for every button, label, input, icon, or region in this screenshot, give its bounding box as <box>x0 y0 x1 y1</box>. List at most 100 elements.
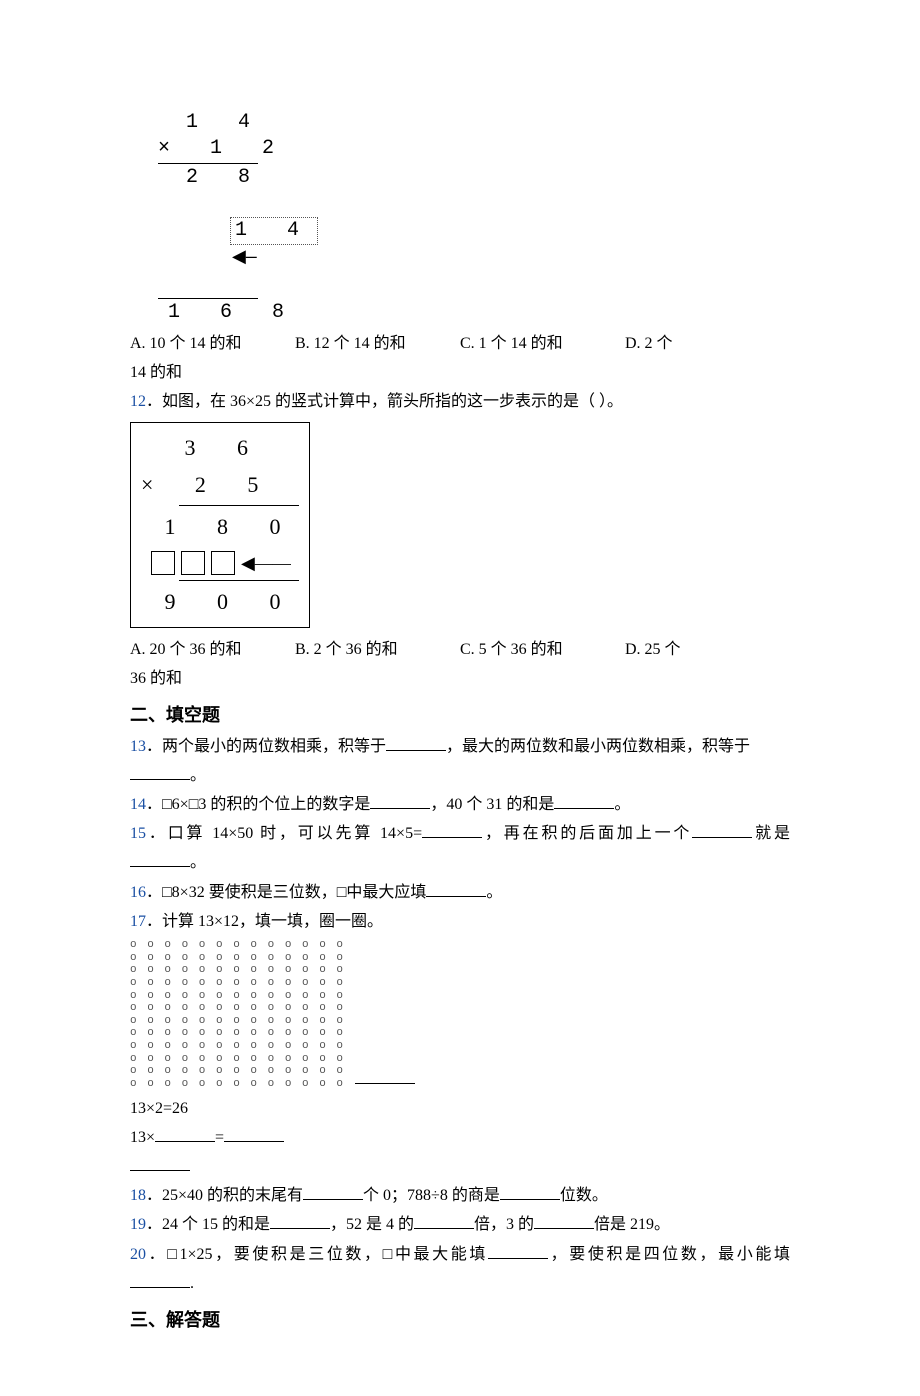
q12-box1 <box>151 551 175 575</box>
q13-num: 13 <box>130 738 146 755</box>
q19-a: ．24 个 15 的和是 <box>146 1216 270 1233</box>
q17-dots-wrap: o o o o o o o o o o o o o o o o o o o o … <box>130 937 790 1093</box>
q20-b: ，要使积是四位数，最小能填 <box>548 1246 790 1263</box>
q14-b: ，40 个 31 的和是 <box>430 796 554 813</box>
q19-blank1[interactable] <box>270 1212 330 1229</box>
q11-optD-tail: 14 的和 <box>130 359 790 386</box>
dot-row: o o o o o o o o o o o o o <box>130 1027 345 1040</box>
q14-blank2[interactable] <box>554 792 614 809</box>
q17-side-blank[interactable] <box>355 1067 415 1084</box>
q13-a: ．两个最小的两位数相乘，积等于 <box>146 738 386 755</box>
q15-b: ，再在积的后面加上一个 <box>482 825 692 842</box>
calc-row-sum: 1 6 8 <box>158 300 318 326</box>
q20-num: 20 <box>130 1246 146 1263</box>
q13-b: ，最大的两位数和最小两位数相乘，积等于 <box>446 738 750 755</box>
page-container: 1 4 × 1 2 2 8 1 4 ◀— 1 6 8 A. 10 个 14 的和… <box>0 0 920 1396</box>
q16-blank1[interactable] <box>426 880 486 897</box>
q15-blank1[interactable] <box>422 821 482 838</box>
q18-blank1[interactable] <box>303 1183 363 1200</box>
q17-blank-line <box>130 1153 790 1180</box>
calc-hr1 <box>158 163 258 164</box>
q15-tail: 。 <box>130 849 790 876</box>
q17-eq1: 13×2=26 <box>130 1095 790 1122</box>
q15-blank2[interactable] <box>692 821 752 838</box>
q20: 20．□1×25，要使积是三位数，□中最大能填 ，要使积是四位数，最小能填 <box>130 1241 790 1268</box>
q15-blank3[interactable] <box>130 850 190 867</box>
q18-a: ．25×40 的积的末尾有 <box>146 1187 303 1204</box>
q16: 16．□8×32 要使积是三位数，□中最大应填 。 <box>130 879 790 906</box>
q15-num: 15 <box>130 825 146 842</box>
dot-row: o o o o o o o o o o o o o <box>130 1015 345 1028</box>
q11-optA: A. 10 个 14 的和 <box>130 330 295 357</box>
q19-b: ，52 是 4 的 <box>330 1216 414 1233</box>
dot-row: o o o o o o o o o o o o o <box>130 1002 345 1015</box>
dashed-partial: 1 4 <box>230 217 318 245</box>
dot-row: o o o o o o o o o o o o o <box>130 977 345 990</box>
q19: 19．24 个 15 的和是 ，52 是 4 的 倍，3 的 倍是 219。 <box>130 1211 790 1238</box>
calc-row-top: 1 4 <box>158 110 318 136</box>
q19-d: 倍是 219。 <box>594 1216 670 1233</box>
q19-blank2[interactable] <box>414 1212 474 1229</box>
q15-t: 。 <box>190 854 206 871</box>
q12-optC: C. 5 个 36 的和 <box>460 636 625 663</box>
dot-row: o o o o o o o o o o o o o <box>130 990 345 1003</box>
q18-blank2[interactable] <box>500 1183 560 1200</box>
dot-row: o o o o o o o o o o o o o <box>130 1078 345 1091</box>
q17-blank-b[interactable] <box>224 1125 284 1142</box>
q19-num: 19 <box>130 1216 146 1233</box>
q14: 14．□6×□3 的积的个位上的数字是，40 个 31 的和是。 <box>130 791 790 818</box>
q14-t: 。 <box>614 796 630 813</box>
q15-c: 就是 <box>752 825 790 842</box>
q19-c: 倍，3 的 <box>474 1216 534 1233</box>
q12-hr2 <box>179 580 299 581</box>
section-3-heading: 三、解答题 <box>130 1305 790 1336</box>
q19-blank3[interactable] <box>534 1212 594 1229</box>
calc-row-mul: × 1 2 <box>158 136 318 162</box>
q17-blank-c[interactable] <box>130 1154 190 1171</box>
q18: 18．25×40 的积的末尾有 个 0；788÷8 的商是 位数。 <box>130 1182 790 1209</box>
dot-row: o o o o o o o o o o o o o <box>130 939 345 952</box>
q15-a: ．口算 14×50 时，可以先算 14×5= <box>146 825 422 842</box>
q18-c: 位数。 <box>560 1187 608 1204</box>
q11-calc: 1 4 × 1 2 2 8 1 4 ◀— 1 6 8 <box>158 110 318 326</box>
q20-blank2[interactable] <box>130 1271 190 1288</box>
q12-r3: 1 8 0 <box>141 508 299 545</box>
q17-num: 17 <box>130 913 146 930</box>
q13-blank2[interactable] <box>130 763 190 780</box>
q16-num: 16 <box>130 884 146 901</box>
q17-stem: 17．计算 13×12，填一填，圈一圈。 <box>130 908 790 935</box>
q12-r1: 3 6 <box>141 429 299 466</box>
q14-blank1[interactable] <box>370 792 430 809</box>
q16-t: 。 <box>486 884 502 901</box>
arrow-left-icon: ◀— <box>232 248 257 268</box>
q11-optB: B. 12 个 14 的和 <box>295 330 460 357</box>
calc-row-p1: 2 8 <box>158 165 318 191</box>
q12-options: A. 20 个 36 的和 B. 2 个 36 的和 C. 5 个 36 的和 … <box>130 636 790 663</box>
q18-num: 18 <box>130 1187 146 1204</box>
q12-box2 <box>181 551 205 575</box>
q20-blank1[interactable] <box>488 1242 548 1259</box>
q11-options: A. 10 个 14 的和 B. 12 个 14 的和 C. 1 个 14 的和… <box>130 330 790 357</box>
calc-hr2 <box>158 298 258 299</box>
q11-optC: C. 1 个 14 的和 <box>460 330 625 357</box>
q13: 13．两个最小的两位数相乘，积等于 ，最大的两位数和最小两位数相乘，积等于 <box>130 733 790 760</box>
q16-a: ．□8×32 要使积是三位数，□中最大应填 <box>146 884 426 901</box>
q12-r2: × 2 5 <box>141 466 299 503</box>
section-2-heading: 二、填空题 <box>130 700 790 731</box>
q12-optA: A. 20 个 36 的和 <box>130 636 295 663</box>
q17-blank-a[interactable] <box>155 1125 215 1142</box>
q13-c: 。 <box>190 767 206 784</box>
q15: 15．口算 14×50 时，可以先算 14×5= ，再在积的后面加上一个 就是 <box>130 820 790 847</box>
dot-row: o o o o o o o o o o o o o <box>130 1040 345 1053</box>
q20-a: ．□1×25，要使积是三位数，□中最大能填 <box>146 1246 488 1263</box>
q14-num: 14 <box>130 796 146 813</box>
arrow-left-icon: ◀—— <box>241 548 291 579</box>
q13-blank1[interactable] <box>386 734 446 751</box>
q12-box-row: ◀—— <box>141 548 299 579</box>
q17-eq2b: = <box>215 1129 224 1146</box>
q18-b: 个 0；788÷8 的商是 <box>363 1187 500 1204</box>
q12-calc-frame: 3 6 × 2 5 1 8 0 ◀—— 9 0 0 <box>130 422 310 628</box>
dot-row: o o o o o o o o o o o o o <box>130 964 345 977</box>
q20-tail: . <box>130 1270 790 1297</box>
q20-t: . <box>190 1275 194 1292</box>
